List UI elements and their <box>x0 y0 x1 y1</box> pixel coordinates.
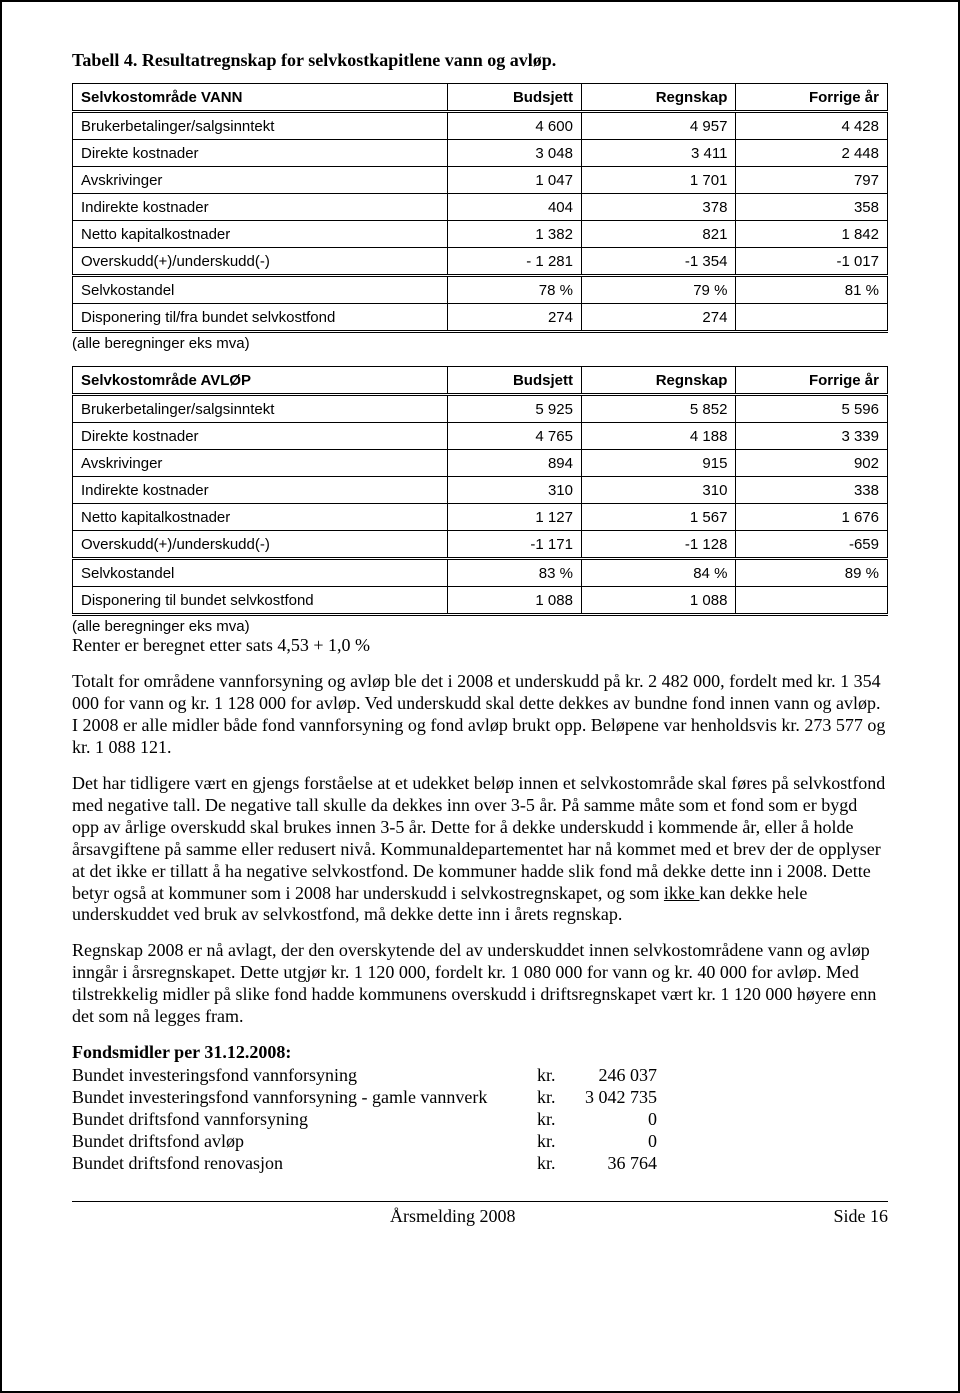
table-row: Selvkostandel83 %84 %89 % <box>73 559 888 587</box>
footer-center: Årsmelding 2008 <box>390 1206 516 1227</box>
table-row: Overskudd(+)/underskudd(-)-1 171-1 128-6… <box>73 531 888 559</box>
paragraph: Totalt for områdene vannforsyning og avl… <box>72 671 888 759</box>
fund-row: Bundet driftsfond renovasjonkr.36 764 <box>72 1153 888 1175</box>
header-cell: Forrige år <box>736 84 888 112</box>
table-row: Netto kapitalkostnader1 3828211 842 <box>73 221 888 248</box>
text-underline: ikke <box>664 883 700 903</box>
table-row: Direkte kostnader4 7654 1883 339 <box>73 423 888 450</box>
table-row: Brukerbetalinger/salgsinntekt4 6004 9574… <box>73 112 888 140</box>
page: Tabell 4. Resultatregnskap for selvkostk… <box>0 0 960 1393</box>
fund-row: Bundet driftsfond vannforsyningkr.0 <box>72 1109 888 1131</box>
header-cell: Budsjett <box>447 367 581 395</box>
header-cell: Forrige år <box>736 367 888 395</box>
table-row: Netto kapitalkostnader1 1271 5671 676 <box>73 504 888 531</box>
header-cell: Selvkostområde AVLØP <box>73 367 448 395</box>
table-vann: Selvkostområde VANN Budsjett Regnskap Fo… <box>72 83 888 333</box>
table-row: Disponering til/fra bundet selvkostfond2… <box>73 304 888 332</box>
fund-row: Bundet investeringsfond vannforsyningkr.… <box>72 1065 888 1087</box>
table-row: Disponering til bundet selvkostfond1 088… <box>73 587 888 615</box>
funds-header: Fondsmidler per 31.12.2008: <box>72 1042 888 1063</box>
table-row: Overskudd(+)/underskudd(-)- 1 281-1 354-… <box>73 248 888 276</box>
funds-list: Bundet investeringsfond vannforsyningkr.… <box>72 1065 888 1175</box>
page-footer: Årsmelding 2008 Side 16 <box>72 1201 888 1227</box>
table-note: (alle beregninger eks mva) <box>72 335 888 352</box>
footer-right: Side 16 <box>833 1206 888 1227</box>
table-row: Direkte kostnader3 0483 4112 448 <box>73 140 888 167</box>
table-note: (alle beregninger eks mva) <box>72 618 888 635</box>
header-cell: Budsjett <box>447 84 581 112</box>
table-row: Selvkostområde AVLØP Budsjett Regnskap F… <box>73 367 888 395</box>
renter-note: Renter er beregnet etter sats 4,53 + 1,0… <box>72 635 888 657</box>
table-row: Brukerbetalinger/salgsinntekt5 9255 8525… <box>73 395 888 423</box>
table-row: Selvkostandel78 %79 %81 % <box>73 276 888 304</box>
table-row: Selvkostområde VANN Budsjett Regnskap Fo… <box>73 84 888 112</box>
paragraph: Regnskap 2008 er nå avlagt, der den over… <box>72 940 888 1028</box>
table-row: Avskrivinger894915902 <box>73 450 888 477</box>
table-row: Indirekte kostnader310310338 <box>73 477 888 504</box>
fund-row: Bundet driftsfond avløpkr.0 <box>72 1131 888 1153</box>
table-row: Avskrivinger1 0471 701797 <box>73 167 888 194</box>
fund-row: Bundet investeringsfond vannforsyning - … <box>72 1087 888 1109</box>
table-title: Tabell 4. Resultatregnskap for selvkostk… <box>72 50 888 71</box>
header-cell: Regnskap <box>581 84 735 112</box>
paragraph: Det har tidligere vært en gjengs forståe… <box>72 773 888 927</box>
table-avlop: Selvkostområde AVLØP Budsjett Regnskap F… <box>72 366 888 616</box>
header-cell: Regnskap <box>581 367 735 395</box>
header-cell: Selvkostområde VANN <box>73 84 448 112</box>
table-row: Indirekte kostnader404378358 <box>73 194 888 221</box>
